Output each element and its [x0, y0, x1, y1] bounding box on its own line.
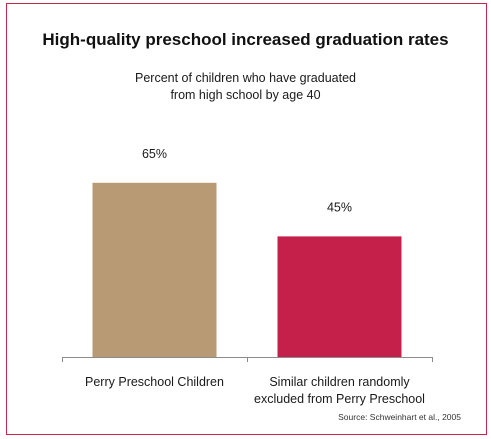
- bar-2: [277, 236, 402, 357]
- category-label-1-line-1: Perry Preschool Children: [85, 375, 224, 389]
- category-label-2-line-2: excluded from Perry Preschool: [254, 392, 425, 406]
- bar-1: [92, 182, 217, 357]
- category-label-2-line-1: Similar children randomly: [269, 375, 410, 389]
- slide-frame: [6, 3, 487, 435]
- bar-value-label-1: 65%: [142, 147, 167, 161]
- source-note: Source: Schweinhart et al., 2005: [338, 412, 461, 422]
- subtitle-line-1: Percent of children who have graduated: [135, 71, 356, 85]
- bar-value-label-2: 45%: [327, 200, 352, 214]
- subtitle-line-2: from high school by age 40: [170, 88, 321, 102]
- chart-subtitle: Percent of children who have graduated f…: [0, 70, 491, 104]
- chart-title: High-quality preschool increased graduat…: [42, 30, 449, 49]
